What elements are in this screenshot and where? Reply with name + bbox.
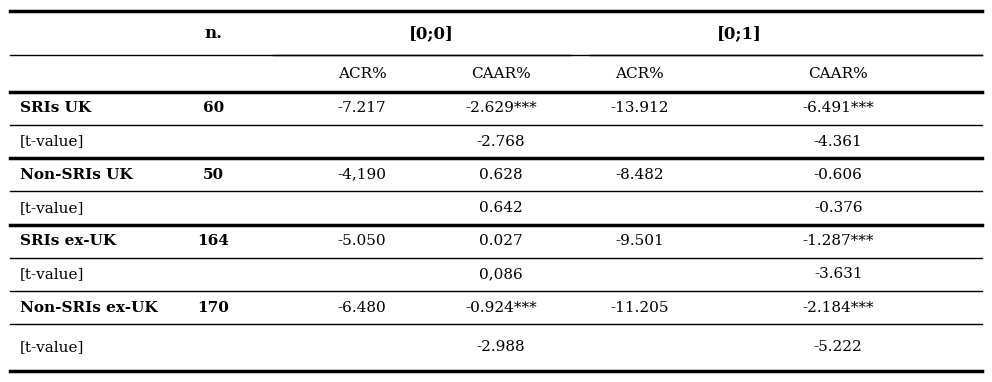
Text: -0.376: -0.376 bbox=[813, 201, 863, 215]
Text: -6.480: -6.480 bbox=[337, 301, 387, 315]
Text: CAAR%: CAAR% bbox=[471, 66, 531, 81]
Text: -8.482: -8.482 bbox=[615, 168, 665, 182]
Text: [0;1]: [0;1] bbox=[716, 25, 762, 42]
Text: -0.924***: -0.924*** bbox=[465, 301, 537, 315]
Text: -4.361: -4.361 bbox=[813, 134, 863, 149]
Text: 0.628: 0.628 bbox=[479, 168, 523, 182]
Text: -4,190: -4,190 bbox=[337, 168, 387, 182]
Text: -11.205: -11.205 bbox=[611, 301, 669, 315]
Text: 164: 164 bbox=[197, 234, 229, 248]
Text: 60: 60 bbox=[202, 101, 224, 115]
Text: Non-SRIs UK: Non-SRIs UK bbox=[20, 168, 133, 182]
Text: SRIs ex-UK: SRIs ex-UK bbox=[20, 234, 116, 248]
Text: n.: n. bbox=[204, 25, 222, 42]
Text: -2.768: -2.768 bbox=[476, 134, 526, 149]
Text: ACR%: ACR% bbox=[337, 66, 387, 81]
Text: [t-value]: [t-value] bbox=[20, 267, 84, 282]
Text: -2.184***: -2.184*** bbox=[803, 301, 874, 315]
Text: SRIs UK: SRIs UK bbox=[20, 101, 91, 115]
Text: -7.217: -7.217 bbox=[337, 101, 387, 115]
Text: -1.287***: -1.287*** bbox=[803, 234, 874, 248]
Text: [t-value]: [t-value] bbox=[20, 340, 84, 354]
Text: -13.912: -13.912 bbox=[611, 101, 669, 115]
Text: -6.491***: -6.491*** bbox=[803, 101, 874, 115]
Text: CAAR%: CAAR% bbox=[808, 66, 868, 81]
Text: 50: 50 bbox=[202, 168, 224, 182]
Text: [0;0]: [0;0] bbox=[409, 25, 454, 42]
Text: -0.606: -0.606 bbox=[813, 168, 863, 182]
Text: 170: 170 bbox=[197, 301, 229, 315]
Text: [t-value]: [t-value] bbox=[20, 201, 84, 215]
Text: 0.642: 0.642 bbox=[479, 201, 523, 215]
Text: ACR%: ACR% bbox=[615, 66, 665, 81]
Text: 0,086: 0,086 bbox=[479, 267, 523, 282]
Text: [t-value]: [t-value] bbox=[20, 134, 84, 149]
Text: -5.222: -5.222 bbox=[813, 340, 863, 354]
Text: -2.629***: -2.629*** bbox=[465, 101, 537, 115]
Text: 0.027: 0.027 bbox=[479, 234, 523, 248]
Text: Non-SRIs ex-UK: Non-SRIs ex-UK bbox=[20, 301, 158, 315]
Text: -5.050: -5.050 bbox=[337, 234, 387, 248]
Text: -9.501: -9.501 bbox=[615, 234, 665, 248]
Text: -3.631: -3.631 bbox=[813, 267, 863, 282]
Text: -2.988: -2.988 bbox=[476, 340, 526, 354]
